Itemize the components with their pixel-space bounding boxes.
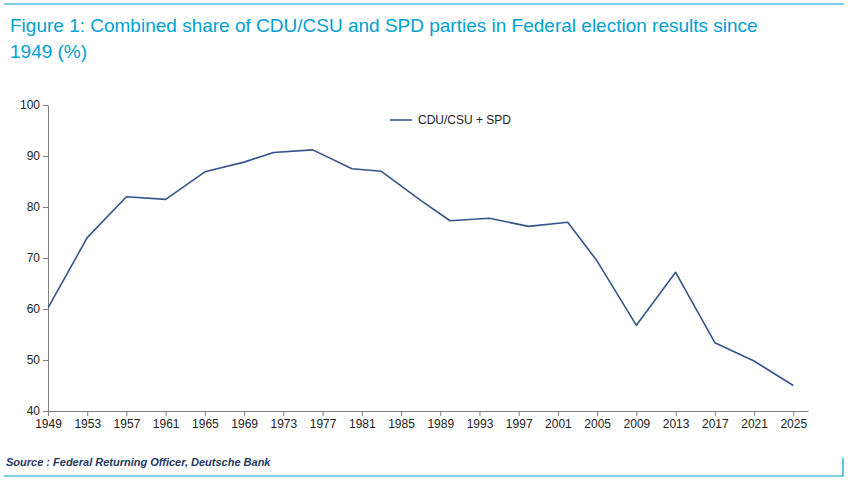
y-tick-label: 50 — [27, 353, 41, 367]
y-tick-mark — [43, 207, 48, 208]
x-tick-label: 1997 — [506, 417, 533, 431]
x-tick-mark — [401, 411, 402, 416]
y-tick-mark — [43, 156, 48, 157]
x-axis-line — [49, 411, 809, 412]
y-tick-label: 70 — [27, 251, 41, 265]
chart: Figure 1: Combined share of CDU/CSU and … — [0, 0, 848, 481]
x-tick: 1969 — [231, 411, 258, 431]
x-tick: 2013 — [663, 411, 690, 431]
x-tick-mark — [48, 411, 49, 416]
y-tick: 60 — [27, 302, 48, 316]
title-line: Figure 1: Combined share of CDU/CSU and … — [10, 15, 758, 36]
legend-label: CDU/CSU + SPD — [418, 113, 511, 127]
x-tick: 2017 — [702, 411, 729, 431]
x-tick-label: 2009 — [624, 417, 651, 431]
y-tick: 80 — [27, 200, 48, 214]
x-tick-mark — [597, 411, 598, 416]
x-tick-mark — [87, 411, 88, 416]
x-tick: 1989 — [427, 411, 454, 431]
x-tick-mark — [636, 411, 637, 416]
x-tick-mark — [715, 411, 716, 416]
y-axis: 405060708090100 — [20, 98, 49, 418]
x-tick: 1981 — [349, 411, 376, 431]
title-line: 1949 (%) — [10, 41, 87, 62]
y-tick-label: 90 — [27, 149, 41, 163]
x-tick-mark — [205, 411, 206, 416]
x-tick-mark — [283, 411, 284, 416]
y-tick: 100 — [20, 98, 48, 112]
x-tick-label: 1949 — [35, 417, 62, 431]
x-tick: 1965 — [192, 411, 219, 431]
y-tick-label: 100 — [20, 98, 40, 112]
legend-swatch — [390, 119, 412, 121]
plot-area — [48, 150, 793, 386]
series-line — [48, 150, 793, 386]
x-tick: 1949 — [35, 411, 62, 431]
y-tick-mark — [43, 105, 48, 106]
y-tick: 90 — [27, 149, 48, 163]
x-tick-mark — [244, 411, 245, 416]
x-tick: 2001 — [545, 411, 572, 431]
y-tick: 50 — [27, 353, 48, 367]
x-tick: 1957 — [114, 411, 141, 431]
y-tick-mark — [43, 309, 48, 310]
x-tick-label: 1981 — [349, 417, 376, 431]
x-tick-label: 1985 — [388, 417, 415, 431]
x-tick-mark — [519, 411, 520, 416]
x-tick-label: 1993 — [467, 417, 494, 431]
y-tick-label: 60 — [27, 302, 41, 316]
x-tick: 2005 — [584, 411, 611, 431]
x-tick: 1985 — [388, 411, 415, 431]
y-tick-label: 80 — [27, 200, 41, 214]
x-tick-label: 1961 — [153, 417, 180, 431]
source: Source : Federal Returning Officer, Deut… — [6, 456, 271, 468]
x-tick-mark — [166, 411, 167, 416]
x-tick-mark — [558, 411, 559, 416]
x-tick-label: 2021 — [741, 417, 768, 431]
x-tick: 2025 — [780, 411, 807, 431]
x-tick: 2009 — [624, 411, 651, 431]
y-tick-mark — [43, 258, 48, 259]
x-tick-label: 2013 — [663, 417, 690, 431]
x-tick-label: 2005 — [584, 417, 611, 431]
x-tick-label: 1977 — [310, 417, 337, 431]
x-tick: 1953 — [74, 411, 101, 431]
x-tick: 1961 — [153, 411, 180, 431]
x-tick: 1977 — [310, 411, 337, 431]
y-tick-mark — [43, 360, 48, 361]
x-tick-label: 1969 — [231, 417, 258, 431]
x-tick-label: 2001 — [545, 417, 572, 431]
y-tick: 70 — [27, 251, 48, 265]
x-tick-label: 1957 — [114, 417, 141, 431]
x-tick: 2021 — [741, 411, 768, 431]
x-tick-label: 1973 — [271, 417, 298, 431]
x-tick-mark — [440, 411, 441, 416]
frame-top — [4, 4, 844, 5]
y-axis-line — [48, 106, 49, 412]
x-tick-mark — [362, 411, 363, 416]
x-axis: 1949 1953 1957 1961 1965 1969 1973 1977 1981 1985… — [35, 411, 808, 431]
x-tick-label: 1953 — [74, 417, 101, 431]
x-tick-mark — [793, 411, 794, 416]
x-tick-label: 2025 — [780, 417, 807, 431]
legend: CDU/CSU + SPD — [390, 113, 511, 127]
x-tick-mark — [126, 411, 127, 416]
x-tick-label: 1989 — [427, 417, 454, 431]
x-tick-label: 2017 — [702, 417, 729, 431]
x-tick-mark — [676, 411, 677, 416]
y-tick-mark — [43, 411, 48, 412]
x-tick-mark — [323, 411, 324, 416]
x-tick: 1997 — [506, 411, 533, 431]
x-tick: 1973 — [271, 411, 298, 431]
x-tick-label: 1965 — [192, 417, 219, 431]
title: Figure 1: Combined share of CDU/CSU and … — [10, 15, 758, 62]
x-tick-mark — [754, 411, 755, 416]
x-tick-mark — [479, 411, 480, 416]
x-tick: 1993 — [467, 411, 494, 431]
